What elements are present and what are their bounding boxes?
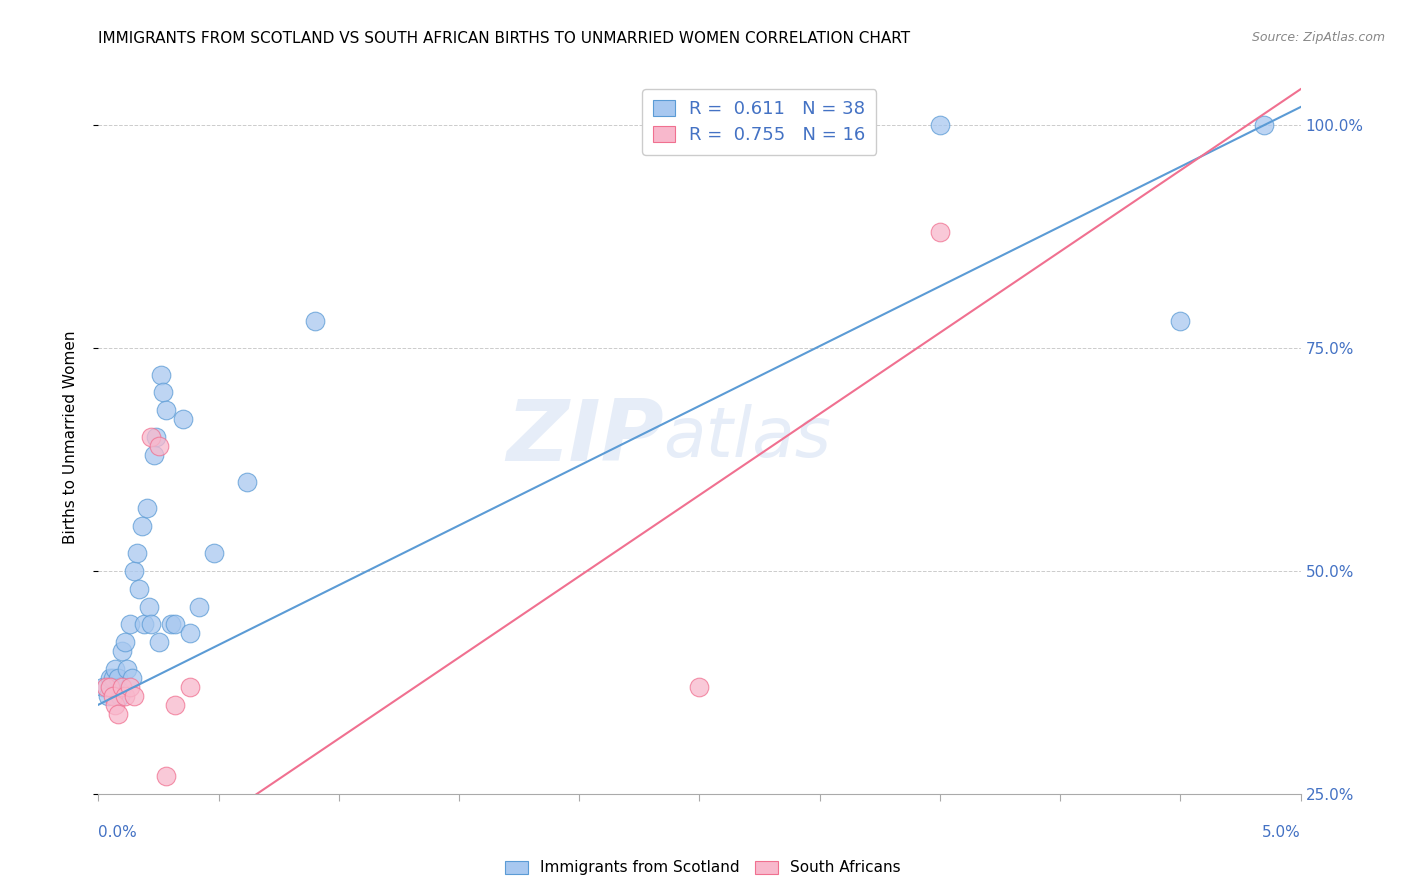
Point [125, 546, 148, 560]
Point [124, 689, 146, 703]
Point [108, 689, 131, 703]
Text: atlas: atlas [664, 403, 831, 471]
Point [94, 680, 117, 694]
Point [138, 599, 160, 614]
Y-axis label: Births to Unmarried Women: Births to Unmarried Women [63, 330, 77, 544]
Point [100, 680, 122, 694]
Point [114, 689, 136, 703]
Point [165, 698, 187, 712]
Point [929, 118, 952, 132]
Point [97, 689, 120, 703]
Point [117, 662, 139, 676]
Text: 0.0%: 0.0% [98, 825, 138, 840]
Text: IMMIGRANTS FROM SCOTLAND VS SOUTH AFRICAN BIRTHS TO UNMARRIED WOMEN CORRELATION : IMMIGRANTS FROM SCOTLAND VS SOUTH AFRICA… [98, 31, 911, 46]
Point [179, 680, 201, 694]
Point [132, 617, 155, 632]
Point [202, 546, 225, 560]
Point [155, 769, 177, 783]
Point [148, 635, 170, 649]
Point [1253, 118, 1275, 132]
Point [107, 706, 129, 721]
Point [124, 564, 146, 578]
Point [236, 475, 259, 489]
Point [1170, 314, 1192, 328]
Point [128, 582, 150, 596]
Text: ZIP: ZIP [506, 395, 664, 479]
Point [104, 698, 127, 712]
Point [689, 840, 711, 855]
Point [131, 519, 153, 533]
Point [689, 680, 711, 694]
Point [101, 689, 124, 703]
Point [118, 680, 141, 694]
Point [172, 412, 194, 426]
Point [145, 430, 167, 444]
Point [155, 403, 177, 417]
Point [188, 599, 211, 614]
Text: 5.0%: 5.0% [1261, 825, 1301, 840]
Point [101, 671, 124, 685]
Point [159, 617, 181, 632]
Point [165, 617, 187, 632]
Legend: Immigrants from Scotland, South Africans: Immigrants from Scotland, South Africans [505, 861, 901, 875]
Legend: R =  0.611   N = 38, R =  0.755   N = 16: R = 0.611 N = 38, R = 0.755 N = 16 [643, 89, 876, 154]
Point [929, 225, 952, 239]
Point [135, 501, 157, 516]
Point [118, 617, 141, 632]
Point [141, 617, 163, 632]
Point [107, 671, 129, 685]
Point [141, 430, 163, 444]
Point [152, 385, 174, 400]
Point [104, 662, 127, 676]
Point [121, 671, 143, 685]
Text: Source: ZipAtlas.com: Source: ZipAtlas.com [1251, 31, 1385, 45]
Point [149, 368, 172, 382]
Point [142, 448, 165, 462]
Point [111, 644, 134, 658]
Point [100, 671, 122, 685]
Point [179, 626, 201, 640]
Point [91, 680, 114, 694]
Point [304, 314, 326, 328]
Point [114, 635, 136, 649]
Point [148, 439, 170, 453]
Point [111, 680, 134, 694]
